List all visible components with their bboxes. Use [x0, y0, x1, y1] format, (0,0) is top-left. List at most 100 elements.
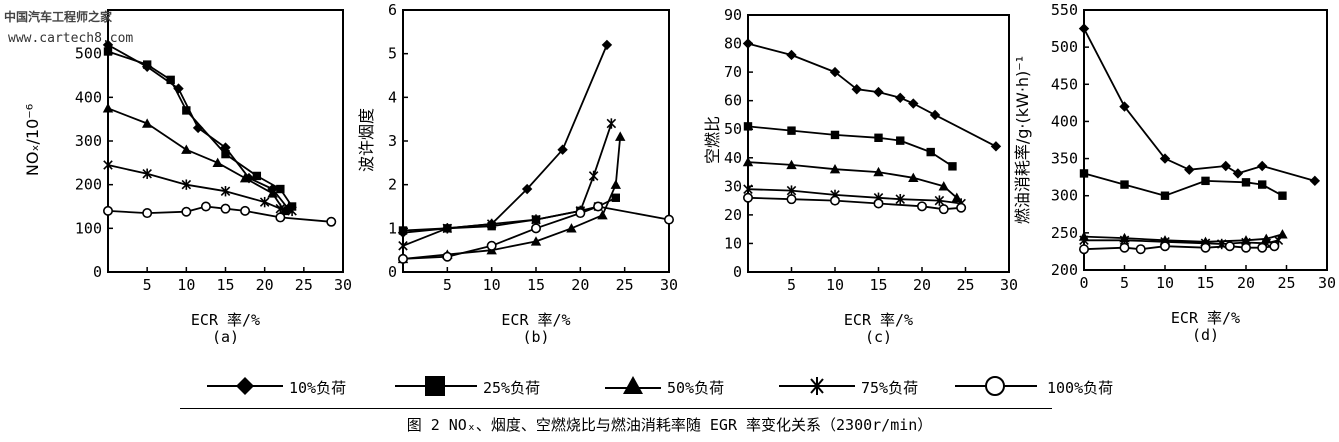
panel-3-series-4-point	[1224, 241, 1235, 252]
panel-3-ytick-label: 350	[1051, 150, 1078, 168]
panel-0-series-1-point	[142, 60, 152, 69]
panel-3-xtick-label: 30	[1318, 274, 1336, 292]
panel-2-series-0-point	[990, 141, 1002, 152]
panel-1-series-3-point	[398, 240, 408, 251]
panel-2-series-4-point	[873, 198, 884, 209]
panel-0-series-2-point	[267, 188, 278, 198]
panel-0-xtick-label: 10	[177, 276, 195, 294]
panel-3-series-4-point	[1269, 241, 1280, 252]
panel-1-series-2-point	[615, 131, 626, 141]
panel-2-series-2-line	[747, 161, 958, 199]
panel-3-series-1-point	[1258, 180, 1267, 189]
panel-0-series-1-point	[276, 184, 285, 194]
panel-2-series-4-point	[742, 192, 753, 203]
panel-2-series-3-point	[743, 183, 753, 195]
panel-1-series-0-point	[521, 183, 533, 195]
panel-2-series-1-point	[926, 147, 935, 157]
panel-2-xtick-label: 15	[869, 276, 887, 294]
panel-1-ytick-label: 4	[388, 88, 397, 106]
panel-3-series-4-point	[1135, 244, 1146, 255]
panel-1-ytick-label: 2	[388, 176, 397, 194]
panel-0-series-1-point	[252, 171, 262, 181]
caption-rule	[180, 408, 1052, 409]
panel-1-series-3-line	[402, 123, 613, 247]
panel-3-xtick-label: 25	[1277, 274, 1295, 292]
panel-0-series-0-point	[173, 83, 184, 94]
panel-2-xtick-label: 25	[956, 276, 974, 294]
panel-2-ytick-label: 0	[733, 263, 742, 281]
panel-2-series-2-point	[938, 181, 949, 191]
panel-0-xtick-label: 5	[143, 276, 152, 294]
panel-1-series-3-point	[606, 118, 617, 129]
watermark-site-name: 中国汽车工程师之家	[4, 10, 113, 24]
panel-0-series-1-point	[166, 75, 175, 85]
panel-0-series-3-point	[181, 179, 192, 190]
panel-0-ytick-label: 500	[75, 45, 102, 63]
panel-1-xtick-label: 20	[571, 276, 589, 294]
panel-2-series-1-point	[830, 130, 840, 140]
legend-label-50: 50%负荷	[667, 379, 725, 397]
figure-caption: 图 2 NOₓ、烟度、空燃烧比与燃油消耗率随 EGR 率变化关系（2300r/m…	[406, 416, 933, 434]
panel-1-ytick-label: 3	[388, 132, 397, 150]
panel-2-xtick-label: 30	[1000, 276, 1018, 294]
panel-2-xlabel: ECR 率/%	[844, 311, 913, 329]
panel-3-series-0-point	[1232, 168, 1244, 179]
panel-0-xtick-label: 30	[334, 276, 352, 294]
legend-label-75: 75%负荷	[861, 379, 919, 397]
panel-3-frame	[1083, 9, 1328, 271]
panel-3-series-4-point	[1160, 241, 1171, 252]
panel-3-xtick-label: 10	[1156, 274, 1174, 292]
panel-2-series-0-point	[742, 38, 754, 49]
panel-0-series-4-point	[103, 205, 114, 216]
legend: 10%负荷 25%负荷 50%负荷 75%负荷 100%负荷	[205, 372, 1145, 402]
panel-0-series-3-point	[142, 168, 152, 179]
panel-2-series-0-point	[786, 49, 797, 61]
panel-2-series-4-point	[786, 194, 797, 205]
panel-2-series-1-line	[747, 125, 953, 168]
panel-0-series-1-point	[182, 106, 191, 115]
panel-2-ytick-label: 80	[724, 35, 742, 53]
chart-panel-2: 5 10 15 20 25 30 0 10 20 30 40 50 60 70 80 90 ECR 率/%(c)…	[703, 6, 1018, 346]
panel-0-ytick-label: 200	[75, 176, 102, 194]
legend-marker-circle	[955, 376, 1037, 396]
panel-2-ytick-label: 50	[724, 120, 742, 138]
legend-label-25: 25%负荷	[483, 379, 541, 397]
panel-3-xtick-label: 15	[1196, 274, 1214, 292]
panel-2-ytick-label: 10	[724, 234, 742, 252]
panel-1-xtick-label: 30	[660, 276, 678, 294]
panel-2-series-3-point	[934, 195, 945, 206]
panel-0-series-4-line	[107, 205, 332, 223]
panel-3-series-0-point	[1309, 175, 1321, 187]
panel-0-ytick-label: 100	[75, 219, 102, 237]
legend-marker-diamond	[207, 377, 283, 395]
panel-1-ytick-label: 5	[388, 45, 397, 63]
panel-3-series-1-point	[1278, 191, 1287, 200]
panel-1-xtick-label: 25	[616, 276, 634, 294]
panel-1-series-2-line	[402, 136, 622, 260]
panel-0-series-4-point	[181, 206, 192, 217]
panel-1-xtick-label: 15	[527, 276, 545, 294]
panel-1-ylabel: 波许烟度	[357, 108, 376, 172]
panel-1-series-0-line	[402, 44, 608, 234]
panel-0-series-1-point	[103, 47, 113, 56]
panel-0-ytick-label: 300	[75, 132, 102, 150]
panel-3-ylabel: 燃油消耗率/g·(kW·h)⁻¹	[1013, 56, 1032, 224]
panel-3-series-0-point	[1119, 101, 1130, 112]
legend-label-100: 100%负荷	[1047, 379, 1114, 397]
panel-0-series-4-point	[142, 208, 153, 219]
panel-1-series-1-point	[611, 193, 620, 202]
panel-0-series-0-point	[243, 172, 255, 184]
panel-2-series-4-point	[829, 195, 840, 206]
panel-1-series-4-point	[575, 208, 586, 219]
panel-3-series-3-point	[1079, 235, 1089, 246]
panel-3-series-1-line	[1083, 172, 1283, 197]
panel-3-panel-label: (d)	[1192, 326, 1219, 344]
legend-marker-x-star	[779, 377, 855, 395]
panel-3-ytick-label: 250	[1051, 224, 1078, 242]
panel-0-series-2-point	[212, 157, 223, 168]
panel-1-series-4-point	[442, 251, 453, 262]
panel-2-series-3-point	[786, 185, 797, 196]
panel-2-ytick-label: 60	[724, 92, 742, 110]
